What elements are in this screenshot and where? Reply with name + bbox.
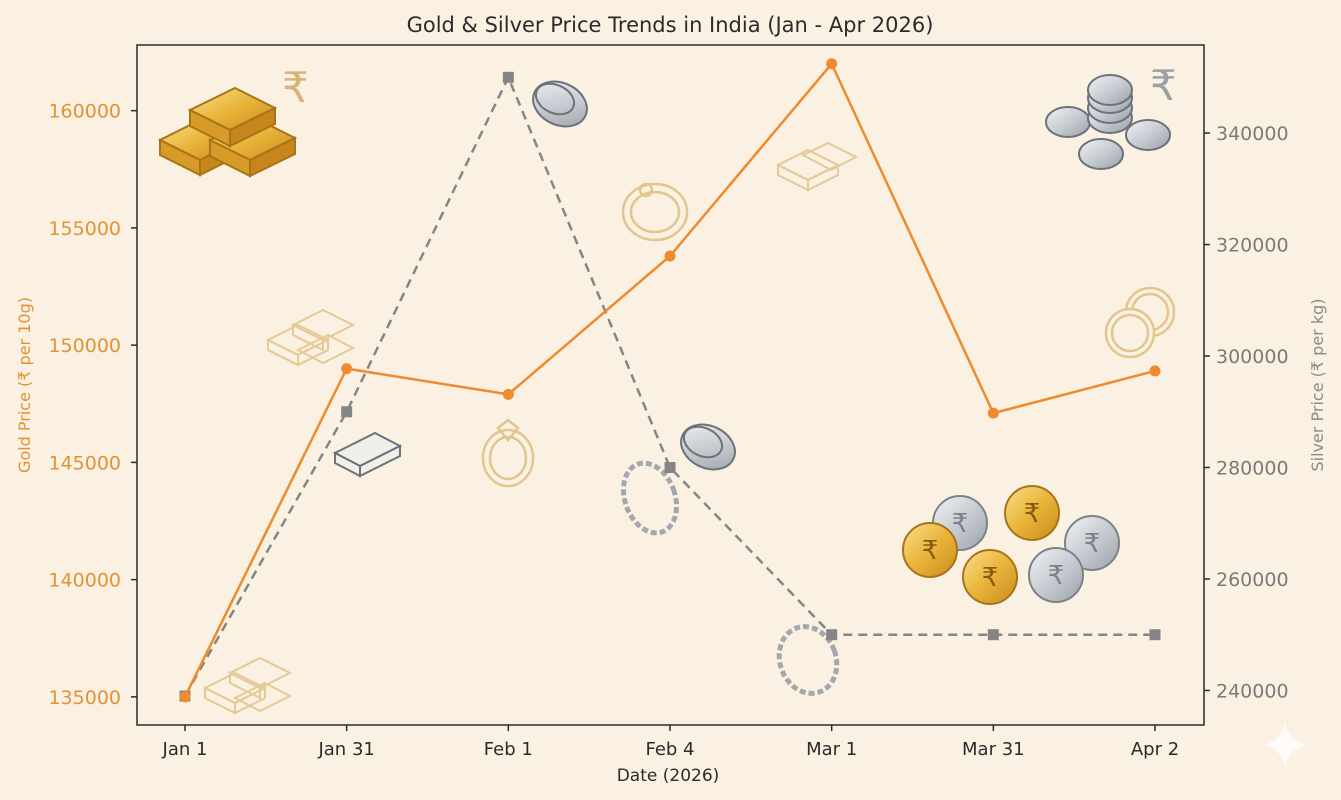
- x-tick-label: Feb 1: [484, 739, 533, 760]
- x-axis-ticks: Jan 1 Jan 31 Feb 1 Feb 4 Mar 1 Mar 31 Apr 2: [162, 725, 1179, 760]
- gold-bars-icon: [157, 86, 298, 178]
- svg-text:₹: ₹: [1024, 499, 1041, 529]
- series-1-point: [826, 629, 838, 641]
- silver-coin-icon: [532, 80, 736, 471]
- series-0-point: [826, 58, 838, 70]
- series-1-point: [341, 406, 353, 418]
- series-0-point: [179, 691, 191, 703]
- y-left-tick-label: 145000: [48, 452, 121, 474]
- y-right-tick-label: 320000: [1216, 235, 1289, 257]
- silver-bar-icon: [332, 431, 403, 478]
- series-1-point: [1149, 629, 1161, 641]
- series-1: [179, 71, 1161, 702]
- rupee-silver-icon: ₹: [1150, 61, 1177, 110]
- chart-title: Gold & Silver Price Trends in India (Jan…: [407, 13, 934, 37]
- series-layer: [179, 58, 1161, 703]
- y-left-tick-label: 135000: [48, 687, 121, 709]
- series-1-point: [664, 461, 676, 473]
- y-left-tick-label: 140000: [48, 570, 121, 592]
- series-0-point: [341, 363, 353, 375]
- y-right-tick-label: 280000: [1216, 457, 1289, 479]
- rupee-gold-icon: ₹: [282, 63, 309, 112]
- x-axis-label: Date (2026): [617, 766, 720, 786]
- svg-text:₹: ₹: [1084, 529, 1101, 559]
- y-left-tick-label: 155000: [48, 218, 121, 240]
- y-right-tick-label: 300000: [1216, 346, 1289, 368]
- y-axis-left-ticks: 135000 140000 145000 150000 155000 160000: [48, 101, 137, 709]
- y-right-tick-label: 260000: [1216, 569, 1289, 591]
- series-0-point: [987, 407, 999, 419]
- series-0-point: [664, 250, 676, 262]
- y-axis-right-label: Silver Price (₹ per kg): [1308, 299, 1327, 472]
- series-1-point: [987, 629, 999, 641]
- gold-coin-outline-icon: [1104, 286, 1176, 359]
- y-left-tick-label: 160000: [48, 101, 121, 123]
- plot-area-frame: [136, 44, 1205, 726]
- series-0-point: [1149, 365, 1161, 377]
- silver-chain-icon: [620, 460, 840, 696]
- silver-coin-stack-icon: [1045, 74, 1171, 170]
- series-0: [179, 58, 1161, 703]
- rupee-coin-pile-icon: ₹ ₹ ₹ ₹ ₹ ₹: [902, 485, 1120, 605]
- x-tick-label: Jan 1: [162, 739, 208, 760]
- y-right-tick-label: 340000: [1216, 123, 1289, 145]
- y-axis-left-label: Gold Price (₹ per 10g): [15, 297, 34, 473]
- y-right-tick-label: 240000: [1216, 680, 1289, 702]
- y-axis-right-ticks: 240000 260000 280000 300000 320000 340000: [1204, 123, 1289, 702]
- x-tick-label: Mar 1: [806, 739, 857, 760]
- x-tick-label: Jan 31: [317, 739, 374, 760]
- gold-ring-icon: [481, 182, 689, 488]
- x-tick-label: Feb 4: [645, 739, 694, 760]
- svg-text:₹: ₹: [922, 536, 939, 566]
- series-0-point: [502, 388, 514, 400]
- x-tick-label: Mar 31: [962, 739, 1025, 760]
- gold-bar-outline-icon: [202, 141, 859, 715]
- svg-text:₹: ₹: [952, 509, 969, 539]
- svg-text:₹: ₹: [982, 563, 999, 593]
- series-1-line: [183, 74, 1155, 697]
- y-left-tick-label: 150000: [48, 335, 121, 357]
- svg-text:₹: ₹: [1048, 561, 1065, 591]
- sparkle-icon: [1262, 722, 1308, 768]
- x-tick-label: Apr 2: [1131, 739, 1179, 760]
- series-0-line: [183, 61, 1156, 698]
- series-1-point: [502, 71, 514, 83]
- decorations: ₹ ₹: [157, 61, 1308, 768]
